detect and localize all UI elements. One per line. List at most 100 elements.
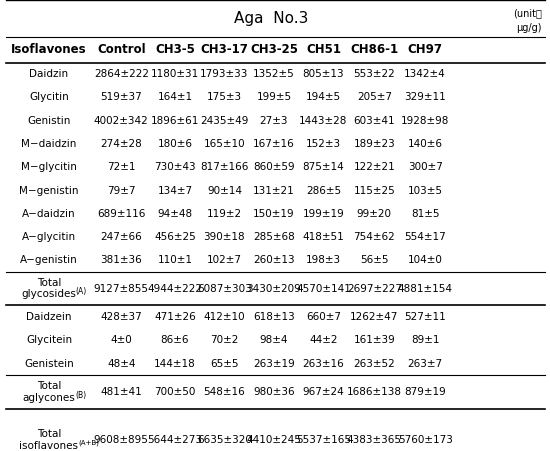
Text: 189±23: 189±23 — [354, 139, 395, 149]
Text: 5760±173: 5760±173 — [398, 435, 453, 445]
Text: 152±3: 152±3 — [306, 139, 341, 149]
Text: 618±13: 618±13 — [253, 312, 295, 322]
Text: 754±62: 754±62 — [354, 232, 395, 242]
Text: 329±11: 329±11 — [404, 92, 446, 102]
Text: 86±6: 86±6 — [161, 336, 189, 345]
Text: 122±21: 122±21 — [354, 162, 395, 172]
Text: 161±39: 161±39 — [354, 336, 395, 345]
Text: 102±7: 102±7 — [207, 255, 242, 265]
Text: 700±50: 700±50 — [154, 387, 196, 397]
Text: Genistein: Genistein — [24, 359, 74, 368]
Text: 300±7: 300±7 — [408, 162, 443, 172]
Text: 150±19: 150±19 — [253, 209, 295, 219]
Text: 4570±141: 4570±141 — [296, 284, 351, 294]
Text: Daidzin: Daidzin — [29, 69, 69, 79]
Text: 56±5: 56±5 — [360, 255, 388, 265]
Text: M−daidzin: M−daidzin — [21, 139, 76, 149]
Text: 817±166: 817±166 — [200, 162, 249, 172]
Text: 286±5: 286±5 — [306, 185, 341, 196]
Text: 4383±365: 4383±365 — [346, 435, 402, 445]
Text: 260±13: 260±13 — [253, 255, 295, 265]
Text: 104±0: 104±0 — [408, 255, 443, 265]
Text: 875±14: 875±14 — [302, 162, 344, 172]
Text: 94±48: 94±48 — [157, 209, 192, 219]
Text: 263±7: 263±7 — [408, 359, 443, 368]
Text: Daidzein: Daidzein — [26, 312, 72, 322]
Text: 553±22: 553±22 — [354, 69, 395, 79]
Text: 418±51: 418±51 — [302, 232, 344, 242]
Text: 879±19: 879±19 — [404, 387, 446, 397]
Text: 456±25: 456±25 — [154, 232, 196, 242]
Text: 140±6: 140±6 — [408, 139, 443, 149]
Text: 660±7: 660±7 — [306, 312, 341, 322]
Text: 167±16: 167±16 — [253, 139, 295, 149]
Text: 4002±342: 4002±342 — [94, 116, 148, 126]
Text: 27±3: 27±3 — [260, 116, 288, 126]
Text: 103±5: 103±5 — [408, 185, 443, 196]
Text: 119±2: 119±2 — [207, 209, 242, 219]
Text: A−daidzin: A−daidzin — [22, 209, 76, 219]
Text: 9127±855: 9127±855 — [94, 284, 148, 294]
Text: 1686±138: 1686±138 — [346, 387, 402, 397]
Text: CH3-5: CH3-5 — [155, 43, 195, 56]
Text: 967±24: 967±24 — [302, 387, 344, 397]
Text: 1342±4: 1342±4 — [404, 69, 446, 79]
Text: 44±2: 44±2 — [309, 336, 338, 345]
Text: Glycitin: Glycitin — [29, 92, 69, 102]
Text: 199±5: 199±5 — [256, 92, 292, 102]
Text: 1352±5: 1352±5 — [253, 69, 295, 79]
Text: 247±66: 247±66 — [101, 232, 142, 242]
Text: 81±5: 81±5 — [411, 209, 439, 219]
Text: 115±25: 115±25 — [354, 185, 395, 196]
Text: 689±116: 689±116 — [97, 209, 145, 219]
Text: Aga  No.3: Aga No.3 — [234, 11, 309, 26]
Text: Genistin: Genistin — [28, 116, 70, 126]
Text: 263±19: 263±19 — [253, 359, 295, 368]
Text: 134±7: 134±7 — [157, 185, 192, 196]
Text: 4881±154: 4881±154 — [398, 284, 453, 294]
Text: CH51: CH51 — [306, 43, 341, 56]
Text: Isoflavones: Isoflavones — [11, 43, 87, 56]
Text: μg/g): μg/g) — [516, 23, 542, 33]
Text: M−genistin: M−genistin — [19, 185, 79, 196]
Text: 79±7: 79±7 — [107, 185, 135, 196]
Text: 2435±49: 2435±49 — [200, 116, 249, 126]
Text: 1896±61: 1896±61 — [151, 116, 199, 126]
Text: 274±28: 274±28 — [101, 139, 142, 149]
Text: 6087±303: 6087±303 — [197, 284, 252, 294]
Text: aglycones: aglycones — [23, 393, 75, 403]
Text: 1262±47: 1262±47 — [350, 312, 398, 322]
Text: CH3-17: CH3-17 — [200, 43, 249, 56]
Text: 99±20: 99±20 — [357, 209, 392, 219]
Text: 412±10: 412±10 — [204, 312, 245, 322]
Text: Total: Total — [37, 278, 61, 288]
Text: 198±3: 198±3 — [306, 255, 341, 265]
Text: 2697±227: 2697±227 — [346, 284, 402, 294]
Text: 90±14: 90±14 — [207, 185, 242, 196]
Text: glycosides: glycosides — [21, 290, 76, 299]
Text: 381±36: 381±36 — [101, 255, 142, 265]
Text: 4±0: 4±0 — [111, 336, 132, 345]
Text: 481±41: 481±41 — [101, 387, 142, 397]
Text: 180±6: 180±6 — [157, 139, 192, 149]
Text: 471±26: 471±26 — [154, 312, 196, 322]
Text: 554±17: 554±17 — [404, 232, 446, 242]
Text: Total: Total — [37, 429, 61, 439]
Text: Control: Control — [97, 43, 146, 56]
Text: 205±7: 205±7 — [357, 92, 392, 102]
Text: 48±4: 48±4 — [107, 359, 135, 368]
Text: 730±43: 730±43 — [154, 162, 196, 172]
Text: 805±13: 805±13 — [302, 69, 344, 79]
Text: 144±18: 144±18 — [154, 359, 196, 368]
Text: A−genistin: A−genistin — [20, 255, 78, 265]
Text: 285±68: 285±68 — [253, 232, 295, 242]
Text: 428±37: 428±37 — [101, 312, 142, 322]
Text: 164±1: 164±1 — [157, 92, 192, 102]
Text: 5537±165: 5537±165 — [296, 435, 351, 445]
Text: M−glycitin: M−glycitin — [21, 162, 77, 172]
Text: 2864±222: 2864±222 — [94, 69, 148, 79]
Text: 1180±31: 1180±31 — [151, 69, 199, 79]
Text: 9608±895: 9608±895 — [94, 435, 148, 445]
Text: A−glycitin: A−glycitin — [22, 232, 76, 242]
Text: 175±3: 175±3 — [207, 92, 242, 102]
